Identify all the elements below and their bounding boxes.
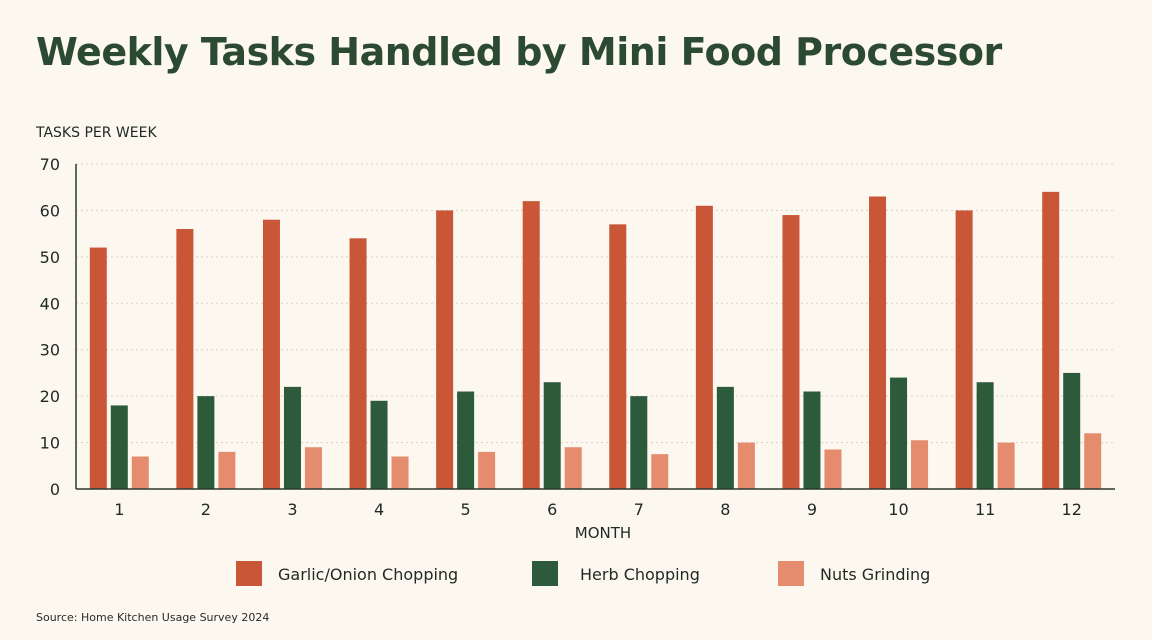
bar-nuts-grinding-6 xyxy=(564,447,582,489)
bar-herb-chopping-3 xyxy=(283,386,301,489)
bar-herb-chopping-8 xyxy=(716,386,734,489)
bar-nuts-grinding-10 xyxy=(911,440,929,489)
gridlines xyxy=(76,163,1115,444)
bar-nuts-grinding-3 xyxy=(304,447,322,489)
bar-garlic-onion-chopping-4 xyxy=(349,238,367,489)
x-tick-label: 5 xyxy=(461,500,471,519)
bar-garlic-onion-chopping-9 xyxy=(782,215,800,490)
bar-garlic-onion-chopping-5 xyxy=(436,210,454,489)
chart-title: Weekly Tasks Handled by Mini Food Proces… xyxy=(36,30,1002,74)
bar-garlic-onion-chopping-11 xyxy=(955,210,973,489)
bar-nuts-grinding-5 xyxy=(478,451,496,489)
bar-garlic-onion-chopping-10 xyxy=(869,196,887,489)
bar-nuts-grinding-4 xyxy=(391,456,409,489)
bar-nuts-grinding-2 xyxy=(218,451,236,489)
x-tick-label: 12 xyxy=(1062,500,1082,519)
bar-herb-chopping-11 xyxy=(976,382,994,489)
y-tick-label: 10 xyxy=(40,434,60,453)
y-tick-label: 60 xyxy=(40,201,60,220)
bar-herb-chopping-1 xyxy=(110,405,128,489)
legend-swatch xyxy=(778,561,804,586)
bar-herb-chopping-5 xyxy=(457,391,475,489)
x-tick-label: 7 xyxy=(634,500,644,519)
bars xyxy=(89,191,1102,490)
y-axis-ticks: 0 10 20 30 40 50 60 70 xyxy=(40,155,77,499)
bar-nuts-grinding-7 xyxy=(651,454,669,489)
bar-herb-chopping-6 xyxy=(543,382,561,489)
bar-herb-chopping-12 xyxy=(1063,372,1081,489)
bar-garlic-onion-chopping-2 xyxy=(176,229,194,489)
bar-nuts-grinding-8 xyxy=(737,442,755,489)
y-tick-label: 70 xyxy=(40,155,60,174)
bar-herb-chopping-7 xyxy=(630,396,648,489)
source-note: Source: Home Kitchen Usage Survey 2024 xyxy=(36,611,270,624)
x-tick-label: 4 xyxy=(374,500,384,519)
bar-garlic-onion-chopping-7 xyxy=(609,224,627,489)
x-axis-ticks: 1 2 3 4 5 6 7 8 9 10 11 12 xyxy=(114,500,1082,519)
bar-nuts-grinding-12 xyxy=(1084,433,1102,489)
x-tick-label: 6 xyxy=(547,500,557,519)
y-tick-label: 0 xyxy=(50,480,60,499)
bar-nuts-grinding-11 xyxy=(997,442,1015,489)
bar-garlic-onion-chopping-12 xyxy=(1042,191,1060,489)
bar-herb-chopping-2 xyxy=(197,396,215,489)
bar-nuts-grinding-9 xyxy=(824,449,842,489)
x-tick-label: 11 xyxy=(975,500,995,519)
bar-garlic-onion-chopping-8 xyxy=(695,205,713,490)
x-tick-label: 2 xyxy=(201,500,211,519)
y-axis-label: TASKS PER WEEK xyxy=(35,125,157,141)
bar-garlic-onion-chopping-3 xyxy=(262,219,280,489)
bar-nuts-grinding-1 xyxy=(131,456,149,489)
x-tick-label: 8 xyxy=(720,500,730,519)
y-tick-label: 30 xyxy=(40,341,60,360)
y-tick-label: 20 xyxy=(40,387,60,406)
x-tick-label: 10 xyxy=(888,500,908,519)
x-tick-label: 1 xyxy=(114,500,124,519)
legend-label: Herb Chopping xyxy=(580,565,700,584)
legend-label: Garlic/Onion Chopping xyxy=(278,565,458,584)
y-tick-label: 50 xyxy=(40,248,60,267)
bar-herb-chopping-9 xyxy=(803,391,821,489)
bar-herb-chopping-10 xyxy=(890,377,908,489)
legend-label: Nuts Grinding xyxy=(820,565,930,584)
x-tick-label: 9 xyxy=(807,500,817,519)
bar-garlic-onion-chopping-1 xyxy=(89,247,107,489)
bar-garlic-onion-chopping-6 xyxy=(522,201,540,489)
legend-swatch xyxy=(532,561,558,586)
x-axis-label: MONTH xyxy=(575,524,631,542)
x-tick-label: 3 xyxy=(287,500,297,519)
legend: Garlic/Onion Chopping Herb Chopping Nuts G… xyxy=(236,561,930,586)
bar-herb-chopping-4 xyxy=(370,400,388,489)
legend-swatch xyxy=(236,561,262,586)
y-tick-label: 40 xyxy=(40,294,60,313)
